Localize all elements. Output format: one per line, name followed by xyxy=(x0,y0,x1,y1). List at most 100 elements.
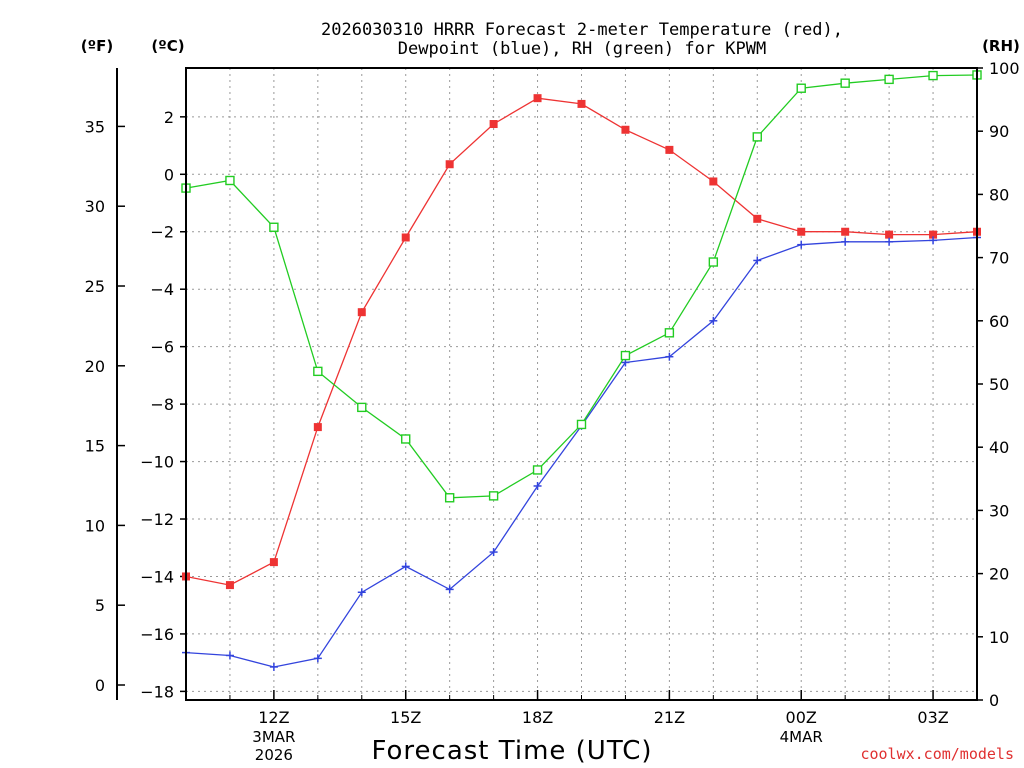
c-tick-label: −12 xyxy=(140,510,174,529)
dewpoint-point xyxy=(797,240,806,249)
relative-humidity-point xyxy=(664,328,675,338)
dewpoint-point xyxy=(313,654,322,663)
chart-title-line2: Dewpoint (blue), RH (green) for KPWM xyxy=(398,39,766,59)
series-group xyxy=(181,70,982,671)
relative-humidity-point xyxy=(357,402,367,413)
x-tick-date: 4MAR xyxy=(780,728,823,746)
rh-tick-label: 30 xyxy=(989,501,1009,520)
temperature-point xyxy=(445,160,454,169)
temperature-point xyxy=(621,125,630,134)
relative-humidity-point xyxy=(401,434,411,444)
rh-tick-label: 80 xyxy=(989,185,1009,204)
rh-tick-label: 60 xyxy=(989,312,1009,331)
temperature-point xyxy=(489,120,498,129)
c-tick-label: −16 xyxy=(140,625,174,644)
f-tick-label: 25 xyxy=(85,277,105,296)
temperature-point xyxy=(753,214,762,223)
f-tick-label: 5 xyxy=(95,596,105,615)
gridlines xyxy=(186,68,977,700)
relative-humidity-point xyxy=(532,465,543,475)
relative-humidity-point xyxy=(313,366,323,377)
temperature-point xyxy=(577,99,586,108)
x-tick-label: 18Z xyxy=(522,708,553,727)
relative-humidity-point xyxy=(796,83,806,93)
c-tick-label: 0 xyxy=(164,165,174,184)
relative-humidity-series xyxy=(181,70,982,503)
temperature-point xyxy=(225,581,234,590)
relative-humidity-point xyxy=(752,132,762,142)
x-tick-date: 3MAR xyxy=(252,728,295,746)
f-tick-label: 35 xyxy=(85,117,105,136)
x-tick-label: 21Z xyxy=(654,708,685,727)
c-tick-label: −10 xyxy=(140,453,174,472)
x-tick-label: 15Z xyxy=(390,708,421,727)
relative-humidity-point xyxy=(928,70,938,81)
fahrenheit-unit-label: (ºF) xyxy=(81,37,113,55)
c-tick-label: −18 xyxy=(140,682,174,701)
f-tick-label: 20 xyxy=(85,357,105,376)
dewpoint-point xyxy=(709,316,718,325)
temperature-point xyxy=(841,227,850,236)
dewpoint-point xyxy=(445,585,454,594)
temperature-point xyxy=(885,230,894,239)
relative-humidity-point xyxy=(708,257,719,267)
rh-tick-label: 20 xyxy=(989,565,1009,584)
rh-tick-label: 0 xyxy=(989,691,999,710)
f-tick-label: 0 xyxy=(95,676,105,695)
credit-text: coolwx.com/models xyxy=(860,745,1014,763)
dewpoint-point xyxy=(489,548,498,557)
dewpoint-point xyxy=(357,588,366,597)
x-tick-year: 2026 xyxy=(255,746,293,764)
c-tick-label: −14 xyxy=(140,567,174,586)
x-tick-label: 12Z xyxy=(258,708,289,727)
relative-humidity-point xyxy=(620,350,631,361)
temperature-point xyxy=(313,423,322,432)
temperature-point xyxy=(797,227,806,236)
temperature-point xyxy=(401,233,410,242)
f-tick-label: 10 xyxy=(85,516,105,535)
temperature-point xyxy=(709,177,718,186)
dewpoint-point xyxy=(841,237,850,246)
dewpoint-point xyxy=(225,651,234,660)
temperature-point xyxy=(269,558,278,567)
c-tick-label: −8 xyxy=(150,395,174,414)
rh-tick-label: 40 xyxy=(989,438,1009,457)
dewpoint-point xyxy=(929,236,938,245)
rh-unit-label: (RH) xyxy=(982,37,1020,55)
rh-tick-label: 10 xyxy=(989,628,1009,647)
temperature-point xyxy=(357,308,366,317)
dewpoint-point xyxy=(401,562,410,571)
temperature-point xyxy=(929,230,938,239)
relative-humidity-point xyxy=(576,419,587,430)
temperature-series xyxy=(182,94,981,590)
rh-tick-label: 100 xyxy=(989,59,1020,78)
dewpoint-point xyxy=(665,352,674,361)
rh-tick-label: 90 xyxy=(989,122,1009,141)
f-tick-label: 30 xyxy=(85,197,105,216)
chart-title: 2026030310 HRRR Forecast 2-meter Tempera… xyxy=(321,20,843,40)
relative-humidity-point xyxy=(269,222,279,232)
dewpoint-point xyxy=(269,662,278,671)
x-tick-label: 00Z xyxy=(786,708,817,727)
relative-humidity-point xyxy=(488,491,499,501)
c-tick-label: −2 xyxy=(150,223,174,242)
c-tick-label: −4 xyxy=(150,280,174,299)
relative-humidity-point xyxy=(444,493,455,503)
c-tick-label: −6 xyxy=(150,338,174,357)
celsius-axis: 2 0 −2 −4 −6 −8 −10 −12 −14 −16 −18 xyxy=(140,108,186,701)
fahrenheit-axis: 35 30 25 20 15 10 5 0 xyxy=(85,117,125,695)
dewpoint-point xyxy=(533,481,542,490)
plot-frame xyxy=(185,67,978,701)
dewpoint-point xyxy=(885,237,894,246)
rh-tick-label: 50 xyxy=(989,375,1009,394)
temperature-point xyxy=(533,94,542,103)
dewpoint-point xyxy=(753,256,762,265)
temperature-point xyxy=(665,145,674,154)
relative-humidity-point xyxy=(840,78,850,88)
c-tick-label: 2 xyxy=(164,108,174,127)
relative-humidity-point xyxy=(884,74,894,85)
celsius-unit-label: (ºC) xyxy=(151,37,184,55)
